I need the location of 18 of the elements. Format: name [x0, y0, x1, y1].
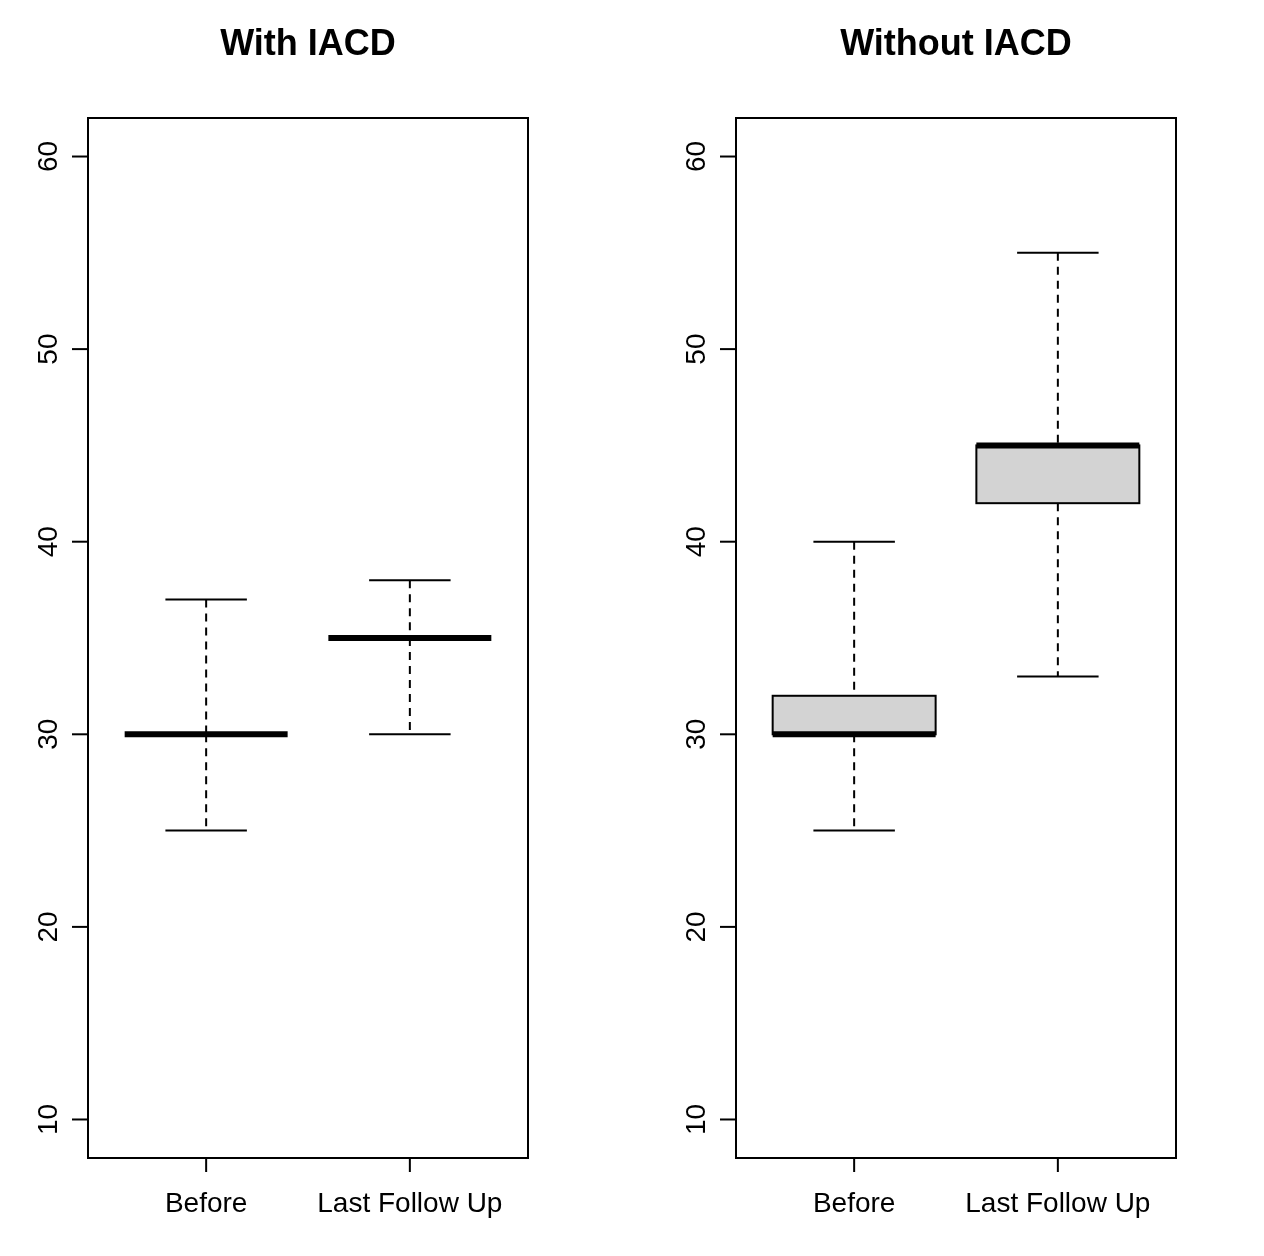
- x-tick-label: Before: [812, 1186, 896, 1218]
- y-tick-label: 30: [680, 718, 712, 750]
- y-tick-label: 40: [680, 526, 712, 558]
- chart-title: With IACD: [219, 21, 397, 65]
- y-tick-label: 10: [680, 1103, 712, 1136]
- x-tick-label: Last Follow Up: [317, 1186, 503, 1218]
- y-tick-label: 60: [680, 140, 712, 173]
- y-tick-label: 40: [32, 526, 64, 558]
- x-tick-label: Before: [164, 1186, 248, 1218]
- y-tick-label: 50: [32, 333, 64, 365]
- x-tick-label: Last Follow Up: [965, 1186, 1151, 1218]
- y-tick-label: 10: [32, 1103, 64, 1136]
- y-tick-label: 30: [32, 718, 64, 750]
- chart-title: Without IACD: [839, 21, 1073, 65]
- y-tick-label: 20: [680, 911, 712, 943]
- y-tick-label: 20: [32, 911, 64, 943]
- y-tick-label: 60: [32, 140, 64, 173]
- y-tick-label: 50: [680, 333, 712, 365]
